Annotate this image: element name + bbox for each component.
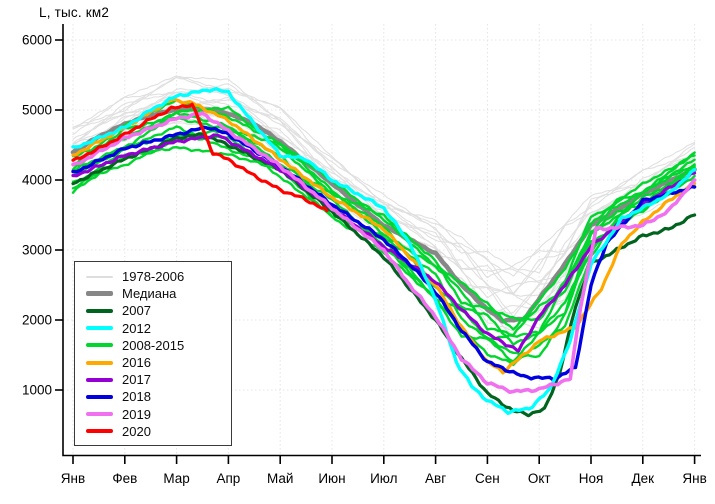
y-tick-label: 1000 — [22, 383, 52, 398]
y-tick-label: 6000 — [22, 33, 52, 48]
x-tick-label-month: Авг — [425, 471, 446, 486]
legend-swatch-line — [86, 343, 113, 348]
x-tick-label-month: Янв — [61, 471, 85, 486]
x-tick-label-month: Окт — [528, 471, 551, 486]
y-tick-label: 5000 — [22, 103, 52, 118]
legend: 1978-2006 Медиана 2007 2012 2008-2015 2016 201… — [74, 261, 232, 446]
legend-item-2016: 2016 — [86, 354, 227, 371]
legend-swatch-line — [86, 308, 113, 313]
x-tick-label-month: Янв — [682, 471, 706, 486]
legend-swatch-line — [86, 412, 113, 417]
legend-label: 2018 — [122, 389, 151, 405]
legend-item-2008-2015: 2008-2015 — [86, 337, 227, 354]
x-tick-label-month: Фев — [112, 471, 137, 486]
legend-swatch-line — [86, 377, 113, 382]
legend-label: 2007 — [122, 303, 151, 319]
x-tick-label-month: Ноя — [579, 471, 604, 486]
x-tick-label-month: Июн — [318, 471, 345, 486]
y-axis-label: L, тыс. км2 — [39, 5, 110, 20]
x-tick-label-month: Июл — [370, 471, 397, 486]
y-tick-label: 3000 — [22, 243, 52, 258]
legend-label: 2016 — [122, 355, 151, 371]
legend-item-2007: 2007 — [86, 302, 227, 319]
legend-label: 1978-2006 — [122, 269, 185, 285]
legend-item-2018: 2018 — [86, 388, 227, 405]
legend-item-2019: 2019 — [86, 406, 227, 423]
x-tick-label-month: Мар — [163, 471, 189, 486]
x-tick-label-month: Май — [267, 471, 293, 486]
x-tick-label-month: Дек — [632, 471, 655, 486]
legend-swatch-line — [86, 275, 113, 278]
legend-item-2012: 2012 — [86, 320, 227, 337]
legend-item-1978-2006: 1978-2006 — [86, 268, 227, 285]
legend-label: Медиана — [122, 286, 177, 302]
legend-swatch-line — [86, 394, 113, 399]
legend-item-2017: 2017 — [86, 371, 227, 388]
legend-swatch-line — [86, 429, 113, 434]
legend-item-2020: 2020 — [86, 423, 227, 440]
legend-label: 2012 — [122, 320, 151, 336]
y-tick-label: 2000 — [22, 313, 52, 328]
legend-label: 2019 — [122, 406, 151, 422]
legend-label: 2017 — [122, 372, 151, 388]
x-tick-label-month: Сен — [475, 471, 500, 486]
legend-label: 2020 — [122, 423, 151, 439]
legend-swatch-line — [86, 326, 113, 331]
x-tick-label-month: Апр — [216, 471, 240, 486]
legend-item--: Медиана — [86, 285, 227, 302]
legend-swatch-line — [86, 360, 113, 365]
y-tick-label: 4000 — [22, 173, 52, 188]
legend-swatch-line — [86, 291, 113, 297]
legend-label: 2008-2015 — [122, 337, 185, 353]
